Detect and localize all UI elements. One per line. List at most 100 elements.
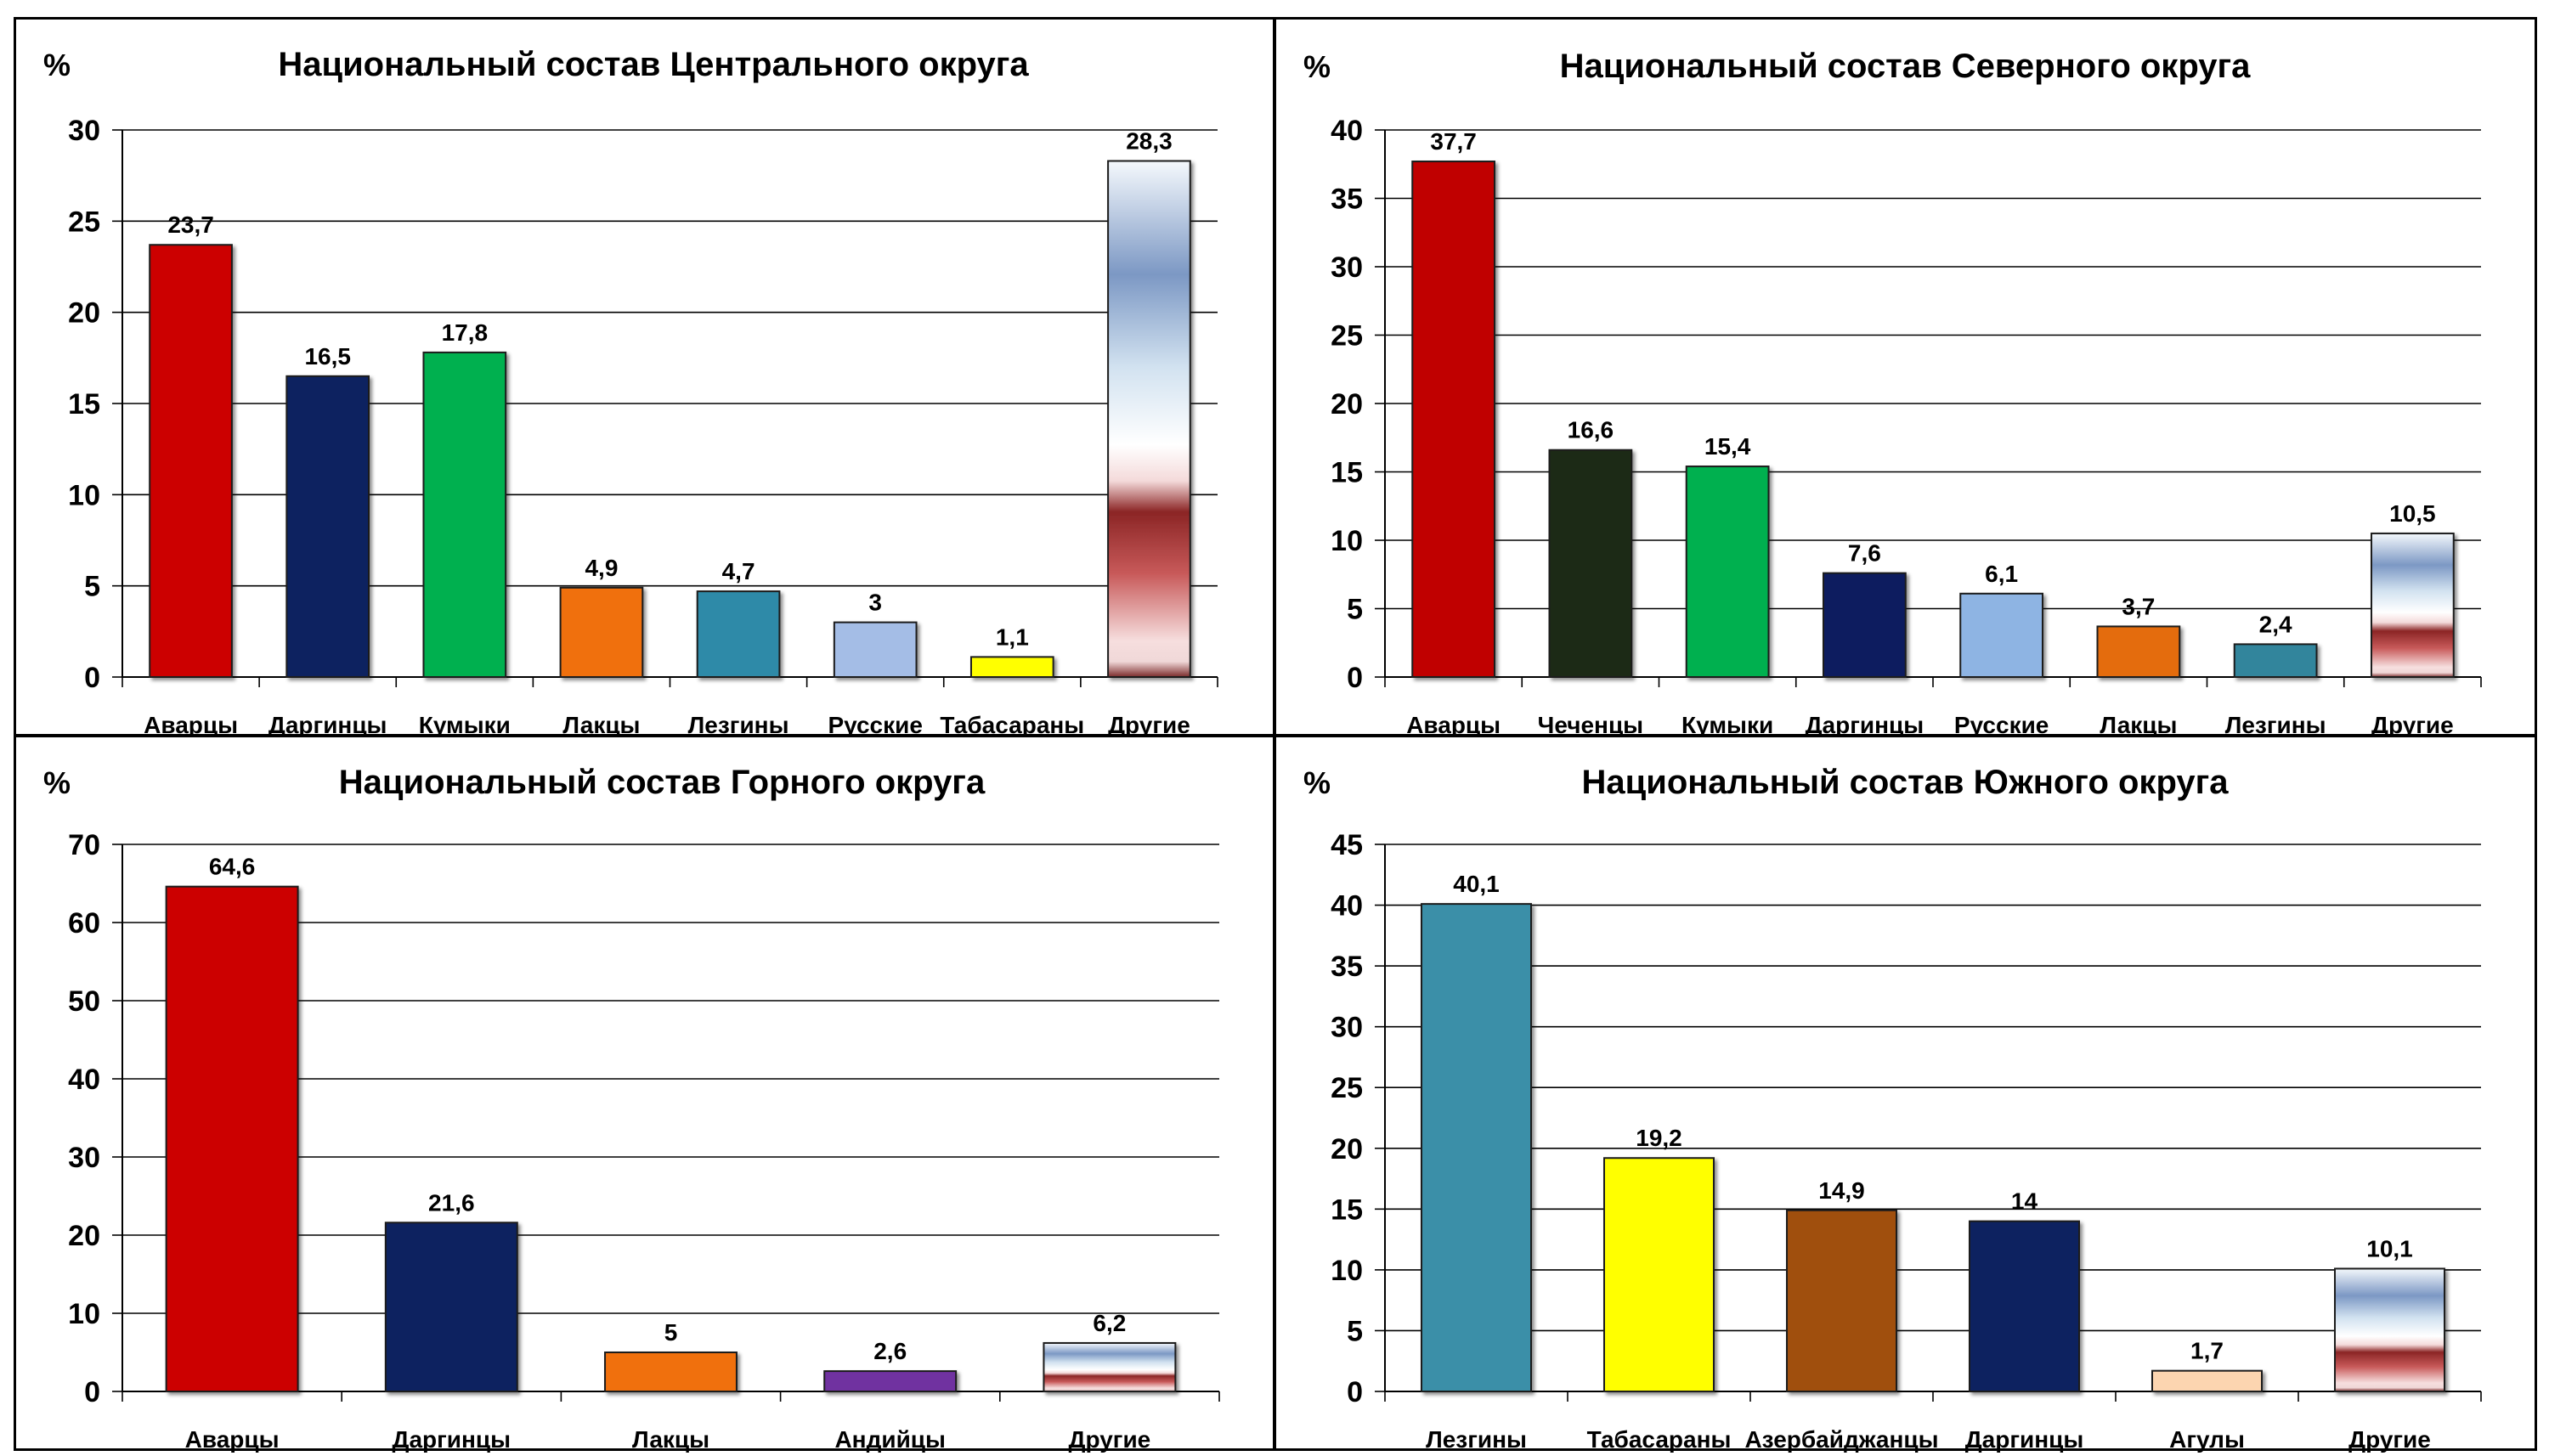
y-axis-label: %	[1303, 49, 1331, 84]
bar-4	[2151, 1369, 2263, 1392]
data-label: 7,6	[1848, 540, 1881, 567]
bar-2	[1685, 466, 1770, 678]
bar-1	[1603, 1157, 1715, 1392]
chart-title: Национальный состав Центрального округа	[278, 46, 1029, 83]
bar-2	[604, 1352, 738, 1392]
data-label: 19,2	[1636, 1125, 1682, 1151]
x-tick-label: Агулы	[2169, 1426, 2245, 1453]
data-label: 4,9	[585, 555, 618, 581]
bar-3	[1969, 1220, 2080, 1393]
y-tick-label: 15	[1331, 1194, 1363, 1226]
bar-2	[422, 351, 507, 678]
y-tick-label: 5	[1347, 594, 1363, 626]
x-tick-label: Даргинцы	[268, 712, 387, 738]
data-label: 40,1	[1453, 871, 1500, 897]
y-tick-label: 50	[68, 985, 100, 1018]
y-tick-label: 35	[1331, 951, 1363, 983]
chart-central-district: 0 5 10 15 20 25 30 23,7 Аварцы 16,5 Даргинцы 17,8 Ку…	[14, 17, 1274, 738]
y-tick-label: 10	[1331, 525, 1363, 557]
x-tick-label: Лакцы	[562, 712, 640, 738]
y-tick-label: 5	[1347, 1315, 1363, 1347]
y-tick-label: 25	[68, 206, 100, 238]
y-tick-label: 0	[84, 662, 100, 694]
data-label: 64,6	[209, 854, 256, 880]
data-label: 6,1	[1985, 561, 2018, 587]
y-tick-label: 60	[68, 907, 100, 940]
x-tick-label: Другие	[1108, 712, 1190, 738]
data-label: 14,9	[1818, 1177, 1865, 1204]
data-label: 17,8	[442, 319, 489, 346]
x-tick-label: Азербайджанцы	[1744, 1426, 1938, 1453]
x-tick-label: Лакцы	[632, 1426, 709, 1453]
data-label: 16,5	[304, 343, 351, 370]
bar-5	[2334, 1267, 2445, 1392]
x-tick-label: Даргинцы	[1806, 712, 1924, 738]
data-label: 10,5	[2389, 500, 2436, 527]
x-tick-label: Аварцы	[144, 712, 238, 738]
chart-title: Национальный состав Южного округа	[1582, 764, 2230, 801]
y-tick-label: 20	[1331, 388, 1363, 420]
x-tick-label: Лезгины	[2225, 712, 2326, 738]
y-tick-label: 30	[68, 1142, 100, 1174]
y-tick-label: 20	[68, 297, 100, 330]
y-axis-label: %	[43, 765, 71, 800]
bar-1	[384, 1222, 518, 1393]
y-tick-label: 0	[1347, 662, 1363, 694]
y-tick-label: 25	[1331, 1072, 1363, 1104]
chart-central-svg: 0 5 10 15 20 25 30 23,7 Аварцы 16,5 Даргинцы 17,8 Ку…	[43, 46, 1218, 738]
y-tick-label: 10	[1331, 1255, 1363, 1287]
x-tick-label: Другие	[2371, 712, 2454, 738]
x-tick-label: Другие	[1069, 1426, 1151, 1453]
y-axis-label: %	[43, 48, 71, 82]
x-tick-label: Другие	[2348, 1426, 2431, 1453]
y-tick-label: 15	[1331, 457, 1363, 489]
x-tick-label: Чеченцы	[1538, 712, 1643, 738]
y-tick-label: 5	[84, 571, 100, 603]
y-tick-label: 10	[68, 1298, 100, 1330]
x-tick-label: Табасараны	[940, 712, 1084, 738]
bar-1	[1548, 449, 1633, 678]
data-label: 6,2	[1093, 1310, 1126, 1336]
data-label: 3	[868, 590, 882, 616]
y-tick-label: 20	[68, 1220, 100, 1252]
bar-7	[1107, 160, 1191, 678]
chart-northern-svg: 0 5 10 15 20 25 30 35 40 37,7 Аварцы 16,6 Чеченцы 15,…	[1303, 48, 2482, 738]
data-label: 4,7	[722, 558, 755, 584]
x-tick-label: Кумыки	[419, 712, 511, 738]
data-label: 1,7	[2190, 1338, 2224, 1364]
bar-4	[696, 590, 781, 679]
x-tick-label: Русские	[828, 712, 923, 738]
chart-mountain-svg: 0 10 20 30 40 50 60 70 64,6 Аварцы 21,6 Даргинцы 5 Ла…	[43, 764, 1220, 1453]
data-label: 2,4	[2259, 611, 2292, 637]
data-label: 23,7	[167, 212, 214, 238]
bar-1	[285, 375, 370, 678]
bar-3	[559, 586, 644, 679]
x-tick-label: Аварцы	[185, 1426, 280, 1453]
bar-6	[2233, 643, 2318, 678]
x-tick-label: Русские	[1954, 712, 2049, 738]
y-tick-label: 20	[1331, 1133, 1363, 1165]
y-tick-label: 0	[84, 1376, 100, 1408]
data-label: 14	[2011, 1188, 2038, 1215]
data-label: 2,6	[873, 1338, 907, 1364]
bar-2	[1786, 1209, 1897, 1393]
y-tick-label: 40	[1331, 115, 1363, 147]
bar-4	[1043, 1341, 1177, 1393]
bar-0	[1411, 161, 1495, 678]
y-tick-label: 30	[68, 115, 100, 147]
y-tick-label: 40	[1331, 890, 1363, 923]
y-axis-label: %	[1303, 765, 1331, 800]
y-tick-label: 15	[68, 388, 100, 420]
y-tick-label: 10	[68, 479, 100, 511]
x-tick-label: Лакцы	[2100, 712, 2177, 738]
y-tick-label: 70	[68, 829, 100, 861]
bar-6	[969, 656, 1054, 678]
x-tick-label: Кумыки	[1681, 712, 1773, 738]
x-tick-label: Даргинцы	[393, 1426, 511, 1453]
chart-mountain-district: 0 10 20 30 40 50 60 70 64,6 Аварцы 21,6 Даргинцы 5 Ла…	[14, 736, 1274, 1453]
bar-0	[149, 244, 233, 678]
y-tick-label: 45	[1331, 829, 1363, 861]
data-label: 3,7	[2122, 593, 2155, 619]
chart-southern-svg: 0 5 10 15 20 25 30 35 40 45 40,1 Лезгины 19,2 Табасар…	[1303, 764, 2482, 1453]
